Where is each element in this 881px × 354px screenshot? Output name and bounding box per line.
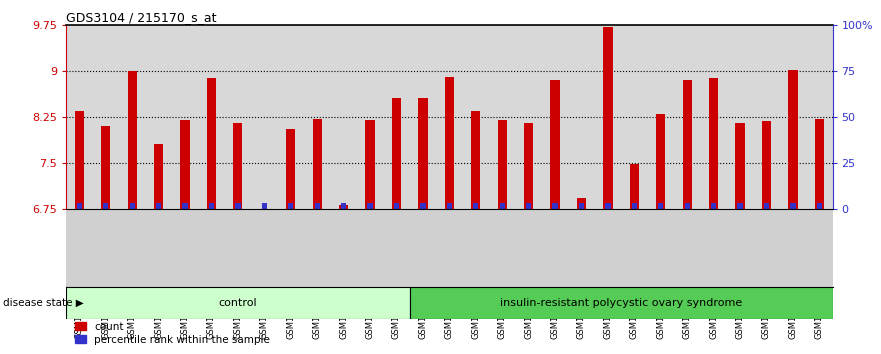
Bar	[524, 123, 533, 209]
Bar	[630, 164, 639, 209]
Bar	[552, 203, 558, 209]
Bar	[737, 203, 743, 209]
Bar	[156, 203, 161, 209]
Bar	[339, 205, 348, 209]
Bar	[656, 114, 665, 209]
Bar	[764, 203, 769, 209]
Bar	[66, 287, 410, 319]
Bar	[498, 120, 507, 209]
Text: control: control	[218, 298, 257, 308]
Bar	[209, 203, 214, 209]
Bar	[788, 70, 797, 209]
Bar	[288, 203, 293, 209]
Bar	[711, 203, 716, 209]
Bar	[817, 203, 822, 209]
Bar	[420, 203, 426, 209]
Bar	[762, 121, 771, 209]
Bar	[367, 203, 373, 209]
Bar	[603, 27, 612, 209]
Legend: count, percentile rank within the sample: count, percentile rank within the sample	[71, 317, 274, 349]
Bar	[262, 203, 267, 209]
Bar	[394, 203, 399, 209]
Bar	[207, 78, 216, 209]
Bar	[790, 203, 796, 209]
Bar	[577, 199, 586, 209]
Bar	[683, 80, 692, 209]
Bar	[103, 203, 108, 209]
Bar	[471, 111, 480, 209]
Bar	[410, 287, 833, 319]
Bar	[632, 203, 637, 209]
Bar	[182, 203, 188, 209]
Bar	[130, 203, 135, 209]
Bar	[579, 203, 584, 209]
Text: insulin-resistant polycystic ovary syndrome: insulin-resistant polycystic ovary syndr…	[500, 298, 742, 308]
Bar	[154, 144, 163, 209]
Text: disease state ▶: disease state ▶	[3, 298, 84, 308]
Bar	[313, 119, 322, 209]
Bar	[366, 120, 374, 209]
Bar	[709, 78, 718, 209]
Bar	[286, 129, 295, 209]
Bar	[315, 203, 320, 209]
Bar	[341, 203, 346, 209]
Bar	[658, 203, 663, 209]
Bar	[101, 126, 110, 209]
Bar	[473, 203, 478, 209]
Bar	[233, 123, 242, 209]
Bar	[418, 98, 427, 209]
Bar	[685, 203, 690, 209]
Bar	[392, 98, 401, 209]
Text: GDS3104 / 215170_s_at: GDS3104 / 215170_s_at	[66, 11, 217, 24]
Bar	[445, 77, 454, 209]
Bar	[736, 123, 744, 209]
Bar	[235, 203, 241, 209]
Bar	[526, 203, 531, 209]
Bar	[77, 203, 82, 209]
Bar	[447, 203, 452, 209]
Bar	[260, 209, 269, 213]
Bar	[551, 80, 559, 209]
Bar	[181, 120, 189, 209]
Bar	[605, 203, 611, 209]
Bar	[128, 71, 137, 209]
Bar	[815, 119, 824, 209]
Bar	[500, 203, 505, 209]
Bar	[75, 111, 84, 209]
